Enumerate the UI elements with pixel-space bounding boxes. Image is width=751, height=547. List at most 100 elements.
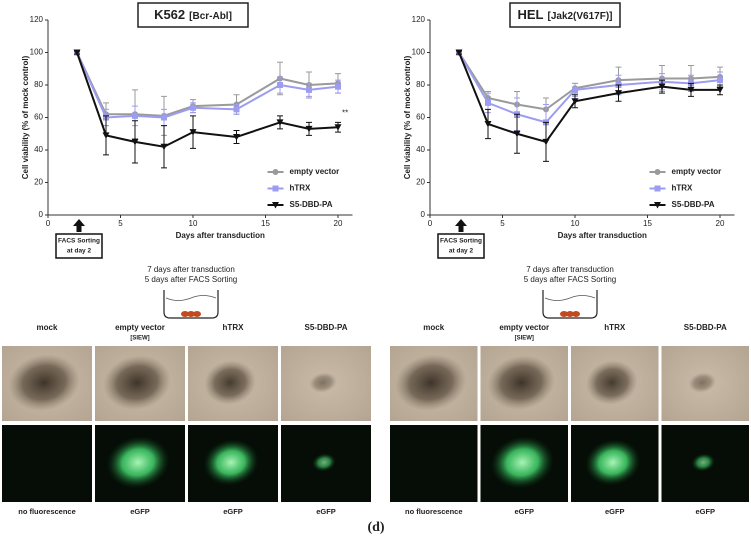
- x-tick-label: 20: [716, 219, 725, 228]
- bottom-label: no fluorescence: [405, 507, 463, 516]
- bottom-label: eGFP: [130, 507, 150, 516]
- y-tick-label: 60: [34, 113, 43, 122]
- point: [306, 86, 312, 93]
- x-tick-label: 10: [571, 219, 580, 228]
- gfp-colony: [490, 436, 555, 489]
- annotation-box: [55, 233, 103, 259]
- point: [615, 90, 622, 97]
- point: [102, 132, 110, 139]
- column-label: S5-DBD-PA: [684, 323, 727, 332]
- series-line: [458, 52, 720, 144]
- y-tick-label: 100: [412, 48, 426, 57]
- cells: [187, 311, 195, 317]
- schematic-label: 5 days after FACS Sorting: [145, 275, 238, 284]
- column-label: empty vector: [115, 323, 165, 332]
- gfp-colony: [312, 453, 336, 472]
- point: [455, 49, 463, 56]
- y-tick-label: 0: [39, 210, 44, 219]
- series-line: [76, 52, 339, 148]
- column-label: S5-DBD-PA: [305, 323, 348, 332]
- point: [658, 83, 666, 91]
- y-tick-label: 80: [416, 80, 425, 89]
- point: [335, 83, 341, 90]
- bottom-label: no fluorescence: [18, 507, 76, 516]
- colony: [688, 372, 717, 393]
- legend-label: empty vector: [290, 167, 340, 176]
- y-tick-label: 120: [412, 15, 426, 24]
- point: [277, 82, 283, 88]
- column-label: empty vector: [499, 323, 549, 332]
- annotation: FACS Sorting: [58, 238, 100, 245]
- x-axis-label: Days after transduction: [558, 231, 647, 240]
- chart-title: K562 [Bcr-Abl]: [154, 7, 232, 22]
- fluorescence-image: [2, 425, 92, 502]
- colony: [395, 354, 467, 412]
- title-sub: [Bcr-Abl]: [189, 11, 232, 22]
- point: [132, 112, 138, 119]
- point: [485, 99, 491, 106]
- column-note: [SIEW]: [515, 336, 534, 342]
- arrow: [455, 219, 467, 232]
- colony: [309, 372, 337, 393]
- colony: [585, 360, 638, 405]
- colony: [103, 355, 171, 410]
- y-tick-label: 0: [421, 210, 426, 219]
- x-tick-label: 20: [334, 219, 343, 228]
- title-box: [137, 2, 249, 28]
- y-tick-label: 40: [34, 145, 43, 154]
- point: [513, 130, 521, 138]
- legend-marker: [272, 169, 279, 175]
- point: [160, 143, 168, 151]
- y-tick-label: 60: [416, 113, 425, 122]
- cells: [572, 311, 580, 317]
- y-tick-label: 20: [416, 178, 425, 187]
- annotation-box: [437, 233, 485, 259]
- point: [305, 125, 313, 133]
- column-label: mock: [37, 323, 58, 332]
- bottom-label: eGFP: [514, 507, 534, 516]
- y-tick-label: 120: [30, 15, 44, 24]
- medium: [165, 295, 217, 301]
- y-tick-label: 40: [416, 145, 425, 154]
- point: [161, 114, 167, 121]
- legend-marker: [272, 202, 279, 209]
- series-line: [76, 52, 339, 119]
- legend-label: S5-DBD-PA: [672, 200, 715, 209]
- cells: [181, 311, 189, 317]
- dish: [542, 290, 598, 319]
- point: [131, 138, 139, 146]
- title-main: HEL: [517, 7, 543, 22]
- legend-marker: [654, 185, 661, 192]
- point: [687, 86, 695, 94]
- bottom-label: eGFP: [695, 507, 715, 516]
- point: [334, 124, 342, 131]
- point: [233, 106, 240, 113]
- column-label: mock: [423, 323, 444, 332]
- arrow: [73, 219, 85, 232]
- y-tick-label: 80: [34, 80, 43, 89]
- series-line: [76, 52, 339, 117]
- x-tick-label: 5: [500, 219, 505, 228]
- legend-label: empty vector: [672, 167, 722, 176]
- annotation: at day 2: [449, 248, 474, 255]
- legend-label: hTRX: [672, 184, 694, 193]
- column-note: [SIEW]: [130, 336, 149, 342]
- bottom-label: eGFP: [316, 507, 336, 516]
- gfp-colony: [106, 436, 170, 489]
- chart-title: HEL [Jak2(V617F)]: [517, 7, 612, 22]
- point: [572, 86, 578, 93]
- column-label: hTRX: [223, 323, 245, 332]
- series-line: [458, 51, 721, 111]
- annotation: at day 2: [67, 248, 92, 255]
- x-tick-label: 10: [189, 219, 198, 228]
- legend-marker: [654, 202, 661, 209]
- x-tick-label: 0: [46, 219, 51, 228]
- legend-marker: [272, 185, 279, 192]
- fluorescence-image: [390, 425, 478, 502]
- gfp-colony: [584, 439, 641, 486]
- x-tick-label: 15: [643, 219, 652, 228]
- point: [571, 98, 579, 105]
- colony: [8, 354, 80, 412]
